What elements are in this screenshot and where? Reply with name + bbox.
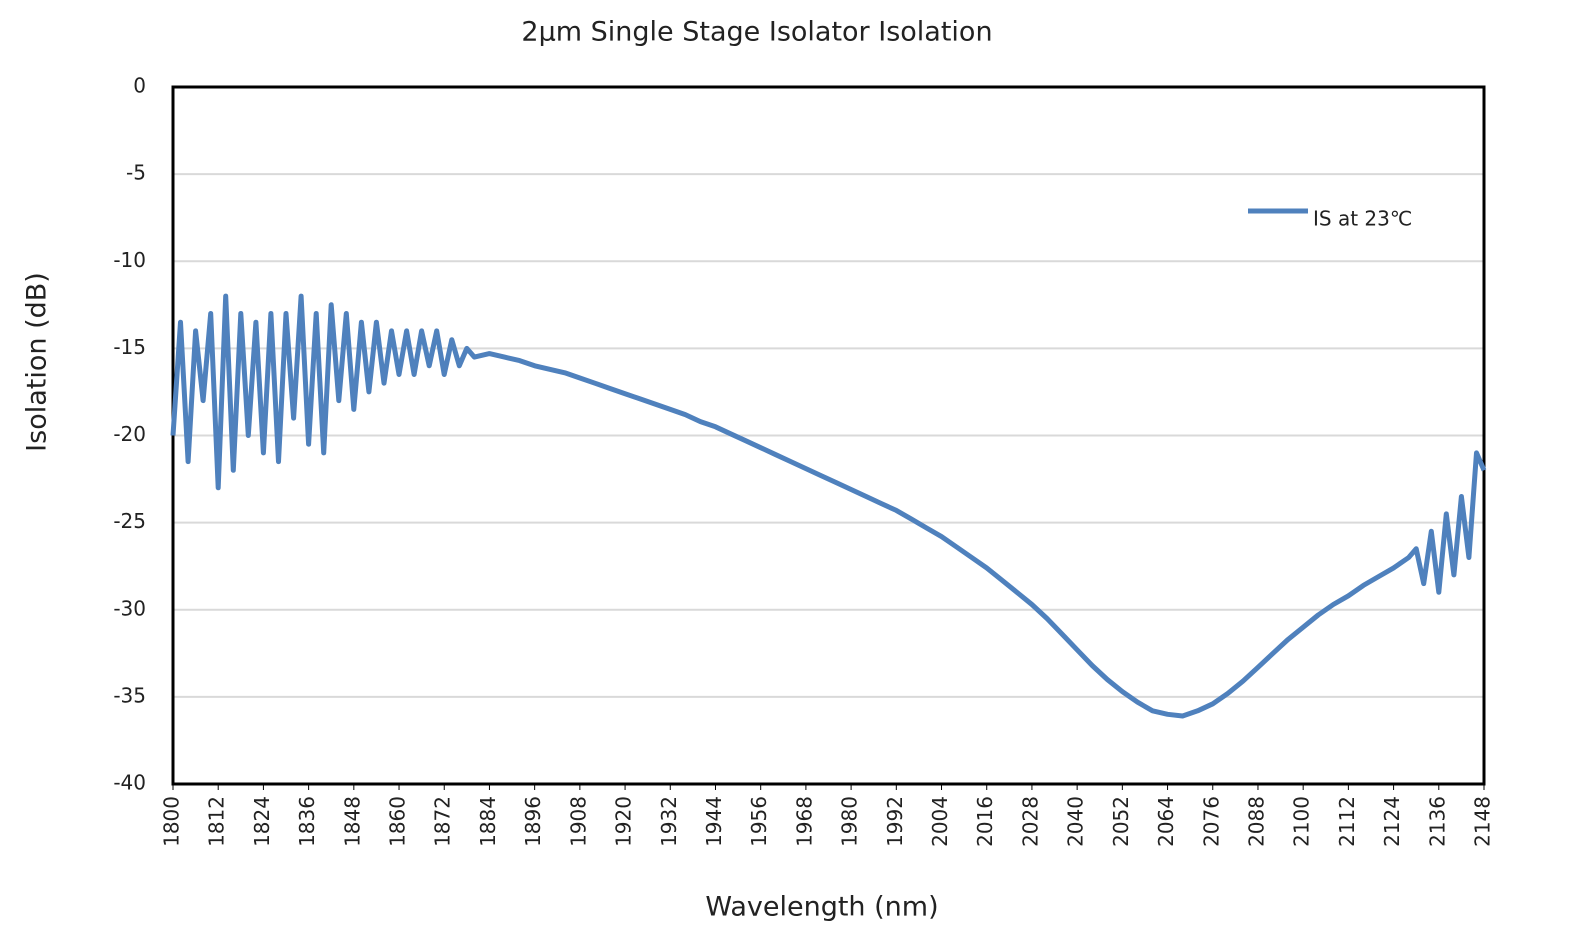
- y-tick-label: -35: [113, 683, 146, 707]
- x-tick-label: 2088: [1244, 796, 1268, 847]
- x-tick-label: 1860: [386, 796, 410, 847]
- x-tick-label: 2052: [1109, 796, 1133, 847]
- x-tick-label: 1872: [431, 796, 455, 847]
- data-line: [170, 293, 1487, 719]
- x-tick-label: 1800: [160, 796, 184, 847]
- x-tick-label: 2100: [1290, 796, 1314, 847]
- x-tick-label: 2028: [1018, 796, 1042, 847]
- x-tick-label: 1980: [838, 796, 862, 847]
- x-tick-label: 1848: [340, 796, 364, 847]
- x-tick-label: 1992: [883, 796, 907, 847]
- x-tick-label: 1968: [792, 796, 816, 847]
- y-tick-label: -25: [113, 509, 146, 533]
- x-tick-label: 1884: [476, 796, 500, 847]
- x-tick-label: 2112: [1335, 796, 1359, 847]
- y-tick-label: -40: [113, 771, 146, 795]
- x-tick-label: 2064: [1154, 796, 1178, 847]
- x-tick-label: 1932: [657, 796, 681, 847]
- x-tick-label: 2148: [1471, 796, 1495, 847]
- x-axis-label: Wavelength (nm): [705, 892, 938, 923]
- y-tick-label: -5: [126, 161, 146, 185]
- x-tick-label: 1824: [250, 796, 274, 847]
- x-tick-label: 1944: [702, 796, 726, 847]
- y-axis-label: Isolation (dB): [22, 272, 53, 452]
- x-tick-label: 1920: [612, 796, 636, 847]
- y-tick-label: -15: [113, 335, 146, 359]
- y-tick-label: -30: [113, 596, 146, 620]
- x-tick-label: 1908: [566, 796, 590, 847]
- chart-title: 2µm Single Stage Isolator Isolation: [521, 17, 992, 48]
- x-tick-label: 1956: [747, 796, 771, 847]
- x-tick-label: 2124: [1380, 796, 1404, 847]
- x-tick-label: 2004: [928, 796, 952, 847]
- y-tick-label: -10: [113, 248, 146, 272]
- y-tick-label: -20: [113, 422, 146, 446]
- x-tick-label: 2016: [973, 796, 997, 847]
- x-tick-label: 1836: [295, 796, 319, 847]
- legend-label: IS at 23℃: [1313, 207, 1412, 231]
- y-tick-label: 0: [133, 74, 146, 98]
- x-tick-label: 2136: [1425, 796, 1449, 847]
- x-tick-label: 2076: [1199, 796, 1223, 847]
- x-tick-label: 1896: [521, 796, 545, 847]
- x-tick-label: 2040: [1064, 796, 1088, 847]
- x-tick-label: 1812: [205, 796, 229, 847]
